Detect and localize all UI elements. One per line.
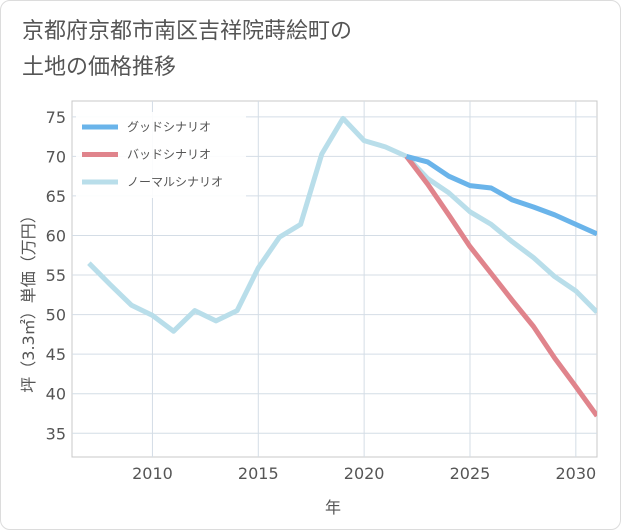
legend-label: ノーマルシナリオ [127, 175, 223, 189]
series-line-3 [87, 115, 597, 334]
y-tick-label: 50 [46, 306, 66, 325]
y-tick-label: 40 [46, 385, 66, 404]
x-tick-label: 2020 [344, 464, 385, 483]
x-tick-label: 2015 [238, 464, 279, 483]
y-tick-label: 60 [46, 226, 66, 245]
x-tick-label: 2025 [450, 464, 491, 483]
x-axis-label: 年 [325, 498, 341, 517]
y-tick-label: 35 [46, 424, 66, 443]
x-tick-label: 2030 [555, 464, 596, 483]
legend-label: バッドシナリオ [127, 148, 211, 162]
legend-label: グッドシナリオ [127, 120, 211, 134]
title-line-1: 京都府京都市南区吉祥院蒔絵町の [22, 19, 353, 44]
y-axis-label: 坪（3.3㎡）単価（万円） [19, 207, 38, 392]
series-lines [87, 115, 597, 418]
x-tick-label: 2010 [132, 464, 173, 483]
page-title: 京都府京都市南区吉祥院蒔絵町の 土地の価格推移 [22, 14, 442, 86]
y-tick-label: 55 [46, 266, 66, 285]
title-line-2: 土地の価格推移 [22, 55, 177, 80]
y-tick-label: 45 [46, 345, 66, 364]
y-tick-labels: 35 40 45 50 55 60 65 70 75 [46, 108, 66, 443]
y-tick-label: 70 [46, 147, 66, 166]
series-line-2 [404, 154, 597, 418]
series-line-1 [405, 153, 597, 237]
x-tick-labels: 2010 2015 2020 2025 2030 [132, 464, 596, 483]
y-tick-label: 65 [46, 187, 66, 206]
y-tick-label: 75 [46, 108, 66, 127]
